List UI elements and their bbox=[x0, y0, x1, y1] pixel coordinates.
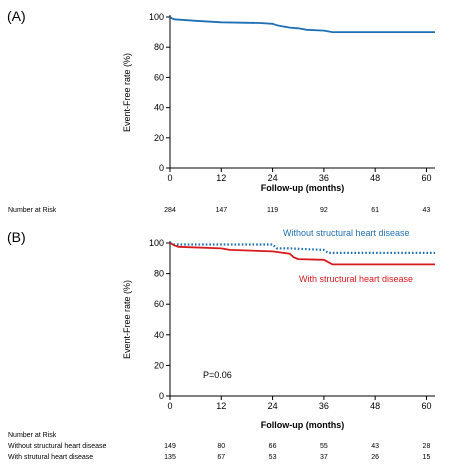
panel-b: (B) 0 20 40 60 80 100 0 12 24 36 48 60 Event-Free rat… bbox=[7, 228, 435, 461]
series-legend-label: Without structural heart disease bbox=[283, 228, 410, 238]
y-axis-label: Event-Free rate (%) bbox=[122, 53, 132, 132]
series-line bbox=[169, 242, 435, 266]
risk-count: 37 bbox=[320, 454, 328, 461]
x-tick-label: 60 bbox=[421, 173, 431, 183]
risk-count: 53 bbox=[269, 454, 277, 461]
y-tick-label: 20 bbox=[154, 360, 164, 370]
risk-count: 61 bbox=[371, 207, 379, 214]
series-line bbox=[169, 241, 435, 254]
x-tick-label: 24 bbox=[268, 401, 278, 411]
y-tick-label: 40 bbox=[154, 103, 164, 113]
risk-count: 135 bbox=[164, 454, 176, 461]
x-tick-label: 60 bbox=[421, 401, 431, 411]
risk-count: 43 bbox=[423, 207, 431, 214]
panel-label: (A) bbox=[7, 8, 26, 24]
y-tick-label: 40 bbox=[154, 330, 164, 340]
risk-count: 149 bbox=[164, 443, 176, 450]
y-tick-label: 80 bbox=[154, 42, 164, 52]
y-tick-label: 100 bbox=[149, 12, 164, 22]
x-axis-label: Follow-up (months) bbox=[261, 420, 344, 430]
risk-table-title: Number at Risk bbox=[8, 207, 57, 214]
risk-count: 55 bbox=[320, 443, 328, 450]
y-tick-label: 80 bbox=[154, 269, 164, 279]
x-axis-label: Follow-up (months) bbox=[261, 183, 344, 193]
x-tick-label: 12 bbox=[216, 401, 226, 411]
y-tick-label: 100 bbox=[149, 238, 164, 248]
x-tick-label: 48 bbox=[370, 173, 380, 183]
series-line bbox=[169, 16, 435, 33]
x-tick-label: 24 bbox=[268, 173, 278, 183]
y-axis-label: Event-Free rate (%) bbox=[122, 280, 132, 359]
x-tick-label: 0 bbox=[167, 173, 172, 183]
x-tick-label: 36 bbox=[319, 173, 329, 183]
y-tick-label: 60 bbox=[154, 299, 164, 309]
risk-count: 66 bbox=[269, 443, 277, 450]
risk-count: 80 bbox=[217, 443, 225, 450]
risk-count: 119 bbox=[267, 207, 278, 214]
panel-a: (A) 0 20 40 60 80 100 0 12 24 36 48 60 Event-Free rat… bbox=[7, 8, 435, 214]
risk-row-label: Without structural heart disease bbox=[8, 443, 107, 450]
risk-count: 147 bbox=[215, 207, 227, 214]
risk-row-label: With strutural heart disease bbox=[8, 454, 93, 461]
y-tick-label: 0 bbox=[159, 391, 164, 401]
risk-count: 28 bbox=[423, 443, 431, 450]
panel-label: (B) bbox=[7, 229, 26, 245]
x-tick-label: 36 bbox=[319, 401, 329, 411]
x-tick-label: 0 bbox=[167, 401, 172, 411]
p-value-annotation: P=0.06 bbox=[203, 370, 232, 380]
series-legend-label: With structural heart disease bbox=[299, 274, 413, 284]
x-tick-label: 12 bbox=[216, 173, 226, 183]
y-tick-label: 60 bbox=[154, 72, 164, 82]
y-tick-label: 20 bbox=[154, 133, 164, 143]
risk-count: 67 bbox=[217, 454, 225, 461]
risk-count: 43 bbox=[371, 443, 379, 450]
y-tick-label: 0 bbox=[159, 163, 164, 173]
risk-count: 26 bbox=[371, 454, 379, 461]
risk-count: 92 bbox=[320, 207, 328, 214]
risk-count: 284 bbox=[164, 207, 176, 214]
risk-count: 15 bbox=[423, 454, 431, 461]
risk-table-title: Number at Risk bbox=[8, 432, 57, 439]
x-tick-label: 48 bbox=[370, 401, 380, 411]
